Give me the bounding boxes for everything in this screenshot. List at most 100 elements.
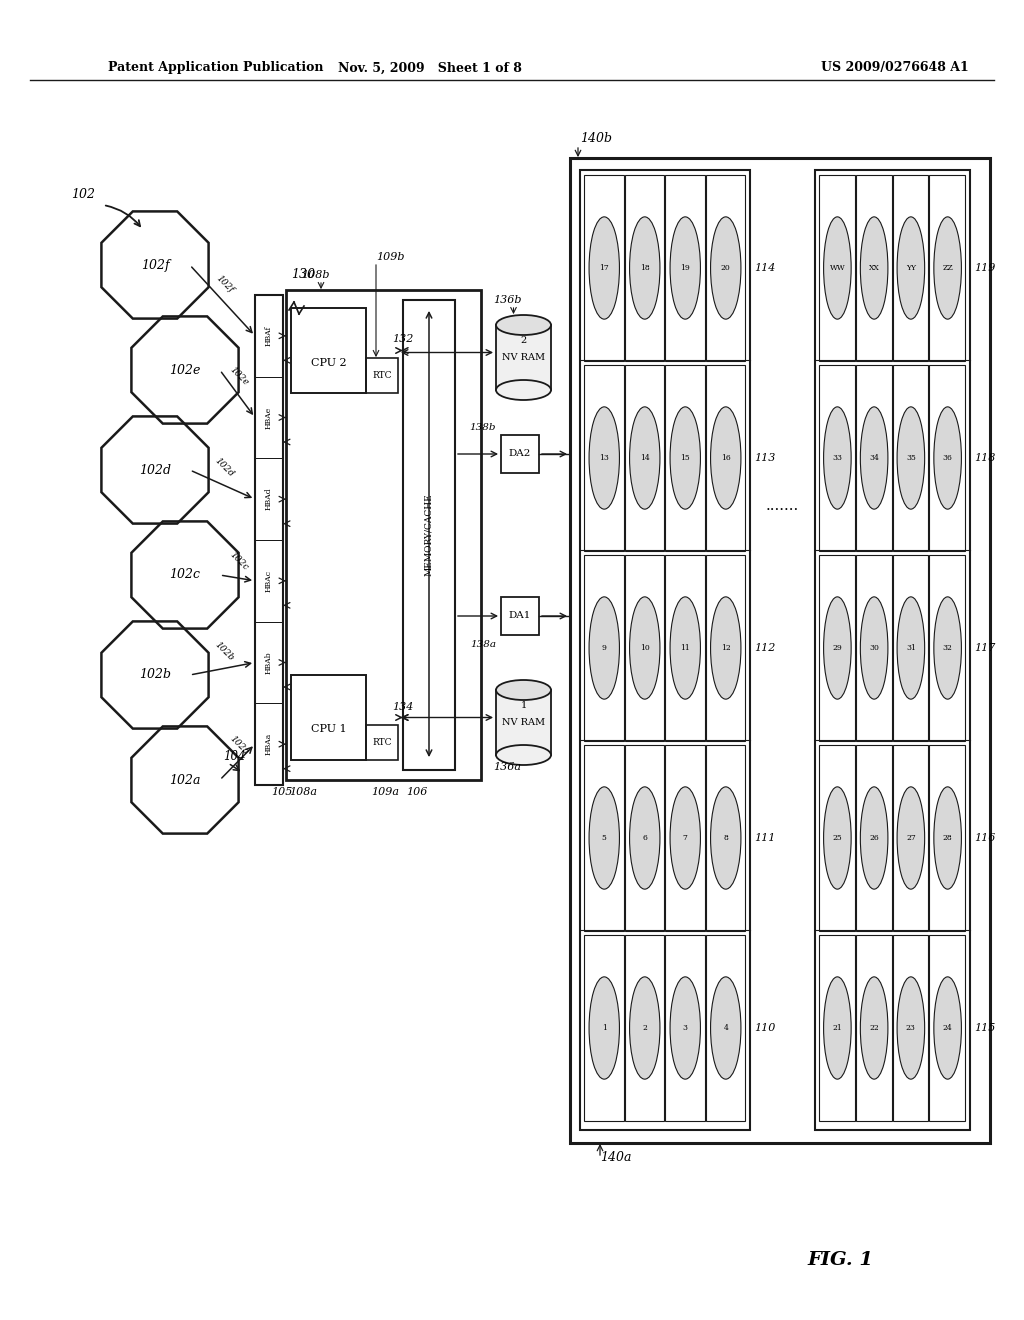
Text: 9: 9 <box>602 644 606 652</box>
Ellipse shape <box>860 597 888 700</box>
Text: 113: 113 <box>754 453 775 463</box>
Bar <box>665 366 705 550</box>
Text: XX: XX <box>868 264 880 272</box>
Ellipse shape <box>496 680 551 700</box>
Text: ZZ: ZZ <box>942 264 953 272</box>
Ellipse shape <box>860 787 888 890</box>
Text: 102e: 102e <box>228 366 251 388</box>
Ellipse shape <box>630 977 659 1080</box>
Text: 110: 110 <box>754 1023 775 1034</box>
Bar <box>366 358 398 393</box>
Bar <box>856 554 892 741</box>
Bar <box>706 366 745 550</box>
Text: 36: 36 <box>943 454 952 462</box>
Ellipse shape <box>589 407 620 510</box>
Ellipse shape <box>711 597 741 700</box>
Ellipse shape <box>897 216 925 319</box>
Bar <box>856 744 892 931</box>
Text: 119: 119 <box>974 263 995 273</box>
Text: 104: 104 <box>223 750 246 763</box>
Bar <box>286 290 481 780</box>
Text: HBAa: HBAa <box>265 733 273 755</box>
Text: 102f: 102f <box>214 273 234 294</box>
Bar <box>255 294 283 376</box>
Text: 112: 112 <box>754 643 775 653</box>
Text: 12: 12 <box>721 644 731 652</box>
Ellipse shape <box>670 787 700 890</box>
Bar <box>856 176 892 360</box>
Bar <box>625 366 664 550</box>
Ellipse shape <box>630 407 659 510</box>
Text: 35: 35 <box>906 454 915 462</box>
Ellipse shape <box>589 787 620 890</box>
Text: RTC: RTC <box>373 738 392 747</box>
Ellipse shape <box>860 216 888 319</box>
Text: HBAd: HBAd <box>265 488 273 511</box>
Text: 1: 1 <box>602 1024 606 1032</box>
Text: 111: 111 <box>754 833 775 843</box>
Text: 4: 4 <box>723 1024 728 1032</box>
Text: 105: 105 <box>271 787 293 797</box>
Text: 102c: 102c <box>228 550 251 572</box>
Text: 18: 18 <box>640 264 649 272</box>
Bar <box>625 935 664 1121</box>
Ellipse shape <box>670 216 700 319</box>
Bar <box>291 675 366 760</box>
Bar <box>625 744 664 931</box>
Ellipse shape <box>934 787 962 890</box>
Ellipse shape <box>670 597 700 700</box>
Text: 114: 114 <box>754 263 775 273</box>
Bar <box>501 436 539 473</box>
Text: 34: 34 <box>869 454 879 462</box>
Bar <box>501 597 539 635</box>
Ellipse shape <box>934 216 962 319</box>
Bar <box>893 176 928 360</box>
Bar <box>584 935 624 1121</box>
Bar <box>496 690 551 755</box>
Text: 21: 21 <box>833 1024 843 1032</box>
Bar <box>819 176 855 360</box>
Ellipse shape <box>860 977 888 1080</box>
Bar <box>893 554 928 741</box>
Text: 116: 116 <box>974 833 995 843</box>
Text: 102c: 102c <box>170 569 201 582</box>
Ellipse shape <box>823 787 851 890</box>
Ellipse shape <box>711 787 741 890</box>
Ellipse shape <box>711 407 741 510</box>
Text: 5: 5 <box>602 834 606 842</box>
Text: .......: ....... <box>766 499 799 513</box>
Bar <box>570 158 990 1143</box>
Text: 108b: 108b <box>301 271 330 280</box>
Text: 2: 2 <box>520 337 526 345</box>
Text: 109b: 109b <box>376 252 404 261</box>
Bar <box>255 294 283 785</box>
Text: 30: 30 <box>869 644 879 652</box>
Text: 136b: 136b <box>494 294 522 305</box>
Bar <box>706 554 745 741</box>
Text: 102b: 102b <box>139 668 171 681</box>
Text: 102d: 102d <box>139 463 171 477</box>
Ellipse shape <box>934 407 962 510</box>
Ellipse shape <box>897 977 925 1080</box>
Bar <box>580 170 750 1130</box>
Text: 33: 33 <box>833 454 843 462</box>
Text: 108a: 108a <box>289 787 317 797</box>
Text: 102f: 102f <box>140 259 169 272</box>
Text: 28: 28 <box>943 834 952 842</box>
Text: 134: 134 <box>392 701 414 711</box>
Bar <box>665 744 705 931</box>
Text: 7: 7 <box>683 834 688 842</box>
Text: 31: 31 <box>906 644 915 652</box>
Text: 106: 106 <box>406 787 427 797</box>
Ellipse shape <box>860 407 888 510</box>
Text: 117: 117 <box>974 643 995 653</box>
Ellipse shape <box>897 407 925 510</box>
Bar <box>255 540 283 622</box>
Text: RTC: RTC <box>373 371 392 380</box>
Text: HBAb: HBAb <box>265 651 273 673</box>
Text: 102d: 102d <box>213 455 236 479</box>
Bar <box>665 554 705 741</box>
Text: 19: 19 <box>680 264 690 272</box>
Bar <box>291 308 366 393</box>
Bar <box>819 554 855 741</box>
